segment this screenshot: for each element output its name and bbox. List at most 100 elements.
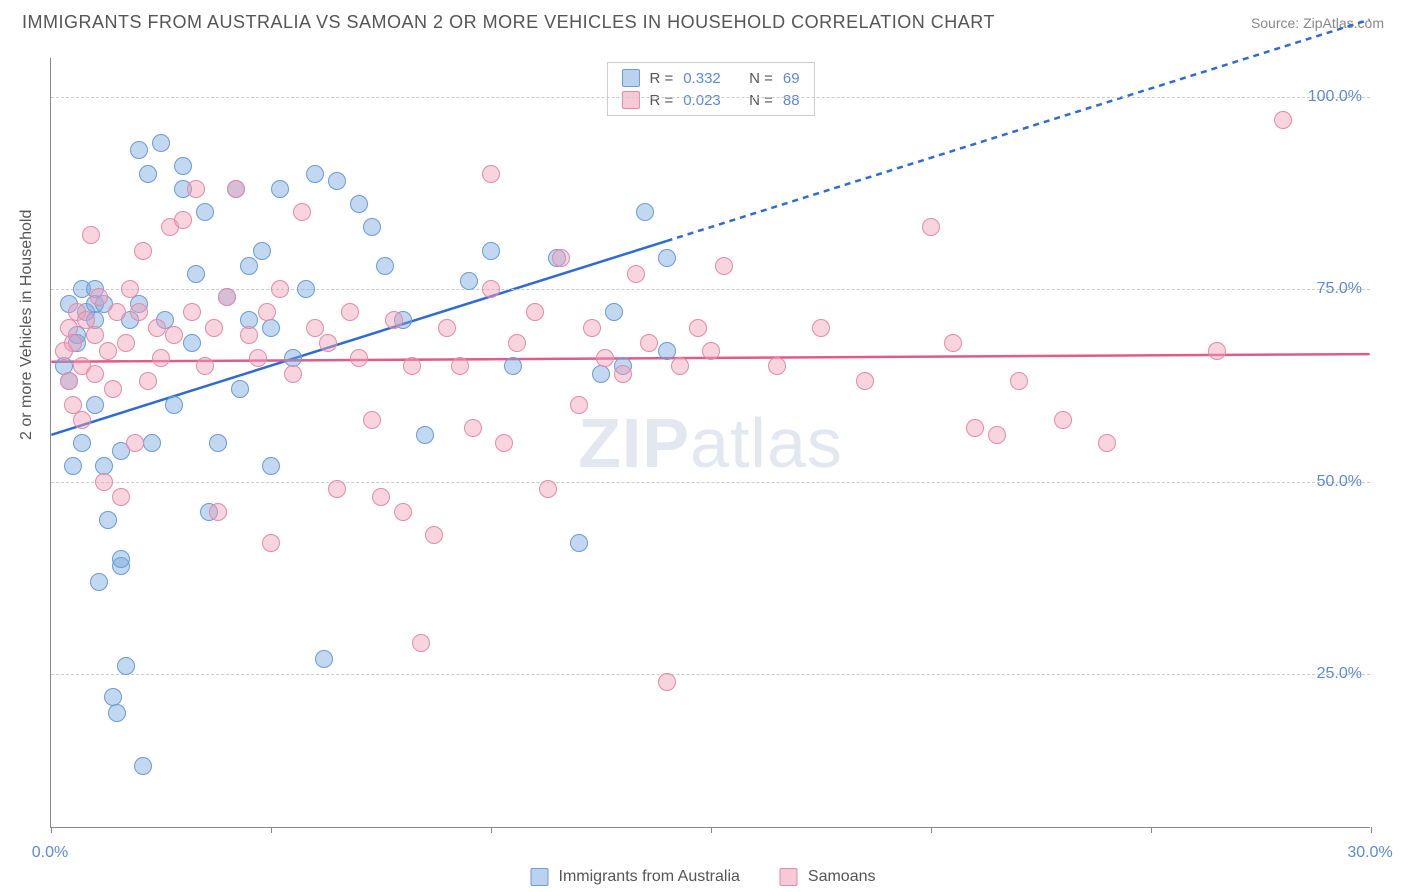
x-tick <box>1371 827 1372 833</box>
data-point-samoans <box>319 334 337 352</box>
legend-swatch-australia <box>531 868 549 886</box>
data-point-australia <box>90 573 108 591</box>
data-point-australia <box>350 195 368 213</box>
scatter-chart: ZIPatlas R = 0.332 N = 69 R = 0.023 N = … <box>50 58 1370 828</box>
stats-row-samoans: R = 0.023 N = 88 <box>621 89 799 111</box>
data-point-samoans <box>526 303 544 321</box>
data-point-australia <box>86 396 104 414</box>
data-point-samoans <box>715 257 733 275</box>
data-point-australia <box>240 257 258 275</box>
x-tick <box>711 827 712 833</box>
data-point-australia <box>271 180 289 198</box>
data-point-samoans <box>187 180 205 198</box>
data-point-australia <box>117 657 135 675</box>
data-point-australia <box>570 534 588 552</box>
data-point-australia <box>306 165 324 183</box>
data-point-samoans <box>856 372 874 390</box>
y-tick-label: 25.0% <box>1317 665 1362 683</box>
source-link[interactable]: ZipAtlas.com <box>1303 15 1384 31</box>
gridline <box>51 482 1370 483</box>
data-point-samoans <box>412 634 430 652</box>
data-point-samoans <box>614 365 632 383</box>
data-point-samoans <box>385 311 403 329</box>
data-point-australia <box>183 334 201 352</box>
data-point-australia <box>134 757 152 775</box>
data-point-samoans <box>117 334 135 352</box>
watermark: ZIPatlas <box>578 403 843 483</box>
data-point-samoans <box>82 226 100 244</box>
data-point-samoans <box>944 334 962 352</box>
data-point-samoans <box>350 349 368 367</box>
regression-lines <box>51 58 1370 827</box>
stats-row-australia: R = 0.332 N = 69 <box>621 67 799 89</box>
data-point-samoans <box>922 218 940 236</box>
data-point-samoans <box>306 319 324 337</box>
data-point-australia <box>592 365 610 383</box>
data-point-samoans <box>130 303 148 321</box>
data-point-samoans <box>139 372 157 390</box>
data-point-samoans <box>174 211 192 229</box>
data-point-australia <box>187 265 205 283</box>
data-point-samoans <box>249 349 267 367</box>
legend-swatch-samoans <box>780 868 798 886</box>
stats-legend: R = 0.332 N = 69 R = 0.023 N = 88 <box>606 62 814 116</box>
data-point-australia <box>73 434 91 452</box>
data-point-samoans <box>341 303 359 321</box>
data-point-australia <box>315 650 333 668</box>
data-point-australia <box>262 319 280 337</box>
data-point-samoans <box>165 326 183 344</box>
data-point-samoans <box>372 488 390 506</box>
data-point-samoans <box>86 365 104 383</box>
data-point-samoans <box>394 503 412 521</box>
r-value-samoans: 0.023 <box>683 92 721 109</box>
y-tick-label: 50.0% <box>1317 473 1362 491</box>
y-tick-label: 100.0% <box>1308 88 1362 106</box>
data-point-samoans <box>438 319 456 337</box>
data-point-australia <box>143 434 161 452</box>
legend-label-australia: Immigrants from Australia <box>559 868 740 886</box>
data-point-samoans <box>539 480 557 498</box>
data-point-samoans <box>271 280 289 298</box>
data-point-samoans <box>218 288 236 306</box>
x-tick <box>51 827 52 833</box>
data-point-samoans <box>508 334 526 352</box>
r-label: R = <box>649 92 673 109</box>
data-point-samoans <box>205 319 223 337</box>
data-point-samoans <box>1274 111 1292 129</box>
data-point-samoans <box>134 242 152 260</box>
data-point-samoans <box>1208 342 1226 360</box>
data-point-samoans <box>60 372 78 390</box>
data-point-samoans <box>99 342 117 360</box>
data-point-samoans <box>671 357 689 375</box>
legend-item-australia: Immigrants from Australia <box>531 868 740 886</box>
data-point-samoans <box>240 326 258 344</box>
data-point-samoans <box>95 473 113 491</box>
data-point-australia <box>636 203 654 221</box>
data-point-samoans <box>90 288 108 306</box>
data-point-samoans <box>702 342 720 360</box>
bottom-legend: Immigrants from Australia Samoans <box>531 868 876 886</box>
gridline <box>51 289 1370 290</box>
data-point-australia <box>139 165 157 183</box>
data-point-australia <box>363 218 381 236</box>
data-point-samoans <box>86 326 104 344</box>
x-tick-label: 30.0% <box>1347 844 1392 862</box>
x-tick <box>1151 827 1152 833</box>
data-point-australia <box>482 242 500 260</box>
data-point-samoans <box>284 365 302 383</box>
data-point-samoans <box>1010 372 1028 390</box>
data-point-australia <box>108 704 126 722</box>
data-point-samoans <box>640 334 658 352</box>
gridline <box>51 97 1370 98</box>
data-point-samoans <box>425 526 443 544</box>
data-point-samoans <box>112 488 130 506</box>
x-tick <box>931 827 932 833</box>
data-point-samoans <box>495 434 513 452</box>
n-value-samoans: 88 <box>783 92 800 109</box>
data-point-samoans <box>627 265 645 283</box>
data-point-samoans <box>451 357 469 375</box>
data-point-samoans <box>552 249 570 267</box>
n-label: N = <box>749 70 773 87</box>
data-point-samoans <box>328 480 346 498</box>
data-point-samoans <box>988 426 1006 444</box>
